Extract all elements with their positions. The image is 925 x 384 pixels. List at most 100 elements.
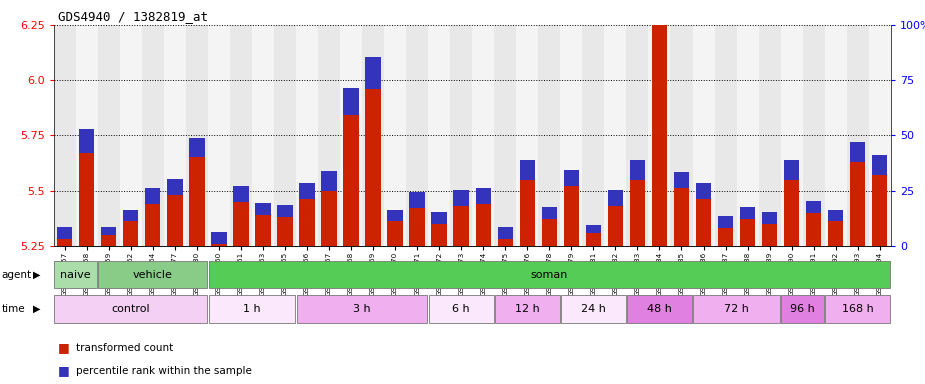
- Text: time: time: [2, 304, 26, 314]
- Text: 168 h: 168 h: [842, 304, 873, 314]
- Text: ■: ■: [58, 341, 70, 354]
- Bar: [57, 227, 72, 239]
- Bar: [498, 239, 513, 246]
- Text: ■: ■: [58, 364, 70, 377]
- Bar: [208, 261, 890, 288]
- Bar: [300, 184, 314, 199]
- Bar: [145, 188, 161, 204]
- Bar: [101, 235, 117, 246]
- Text: transformed count: transformed count: [76, 343, 173, 353]
- Bar: [343, 116, 359, 246]
- Bar: [520, 160, 535, 180]
- Bar: [365, 57, 381, 89]
- Bar: [520, 180, 535, 246]
- Bar: [850, 162, 866, 246]
- Bar: [300, 199, 314, 246]
- Bar: [101, 227, 117, 235]
- Bar: [54, 25, 76, 246]
- Bar: [673, 172, 689, 189]
- Bar: [233, 186, 249, 202]
- Bar: [252, 25, 274, 246]
- Text: 96 h: 96 h: [790, 304, 815, 314]
- Bar: [762, 212, 777, 224]
- Bar: [388, 222, 402, 246]
- Bar: [869, 25, 891, 246]
- Bar: [450, 25, 473, 246]
- Text: ▶: ▶: [33, 304, 41, 314]
- Bar: [453, 206, 469, 246]
- Text: 12 h: 12 h: [515, 304, 539, 314]
- Bar: [255, 203, 271, 215]
- Bar: [123, 210, 139, 222]
- Bar: [652, 25, 667, 246]
- Text: vehicle: vehicle: [133, 270, 173, 280]
- Bar: [782, 295, 824, 323]
- Text: agent: agent: [2, 270, 32, 280]
- Bar: [783, 160, 799, 180]
- Text: GDS4940 / 1382819_at: GDS4940 / 1382819_at: [58, 10, 208, 23]
- Bar: [475, 188, 491, 204]
- Bar: [98, 25, 119, 246]
- Text: 6 h: 6 h: [452, 304, 470, 314]
- Bar: [274, 25, 296, 246]
- Text: percentile rank within the sample: percentile rank within the sample: [76, 366, 252, 376]
- Bar: [119, 25, 142, 246]
- Bar: [55, 295, 207, 323]
- Text: naive: naive: [60, 270, 91, 280]
- Text: soman: soman: [531, 270, 568, 280]
- Bar: [278, 217, 292, 246]
- Text: control: control: [111, 304, 150, 314]
- Bar: [57, 239, 72, 246]
- Bar: [671, 25, 693, 246]
- Bar: [167, 179, 182, 195]
- Bar: [410, 208, 425, 246]
- Bar: [740, 219, 756, 246]
- Bar: [164, 25, 186, 246]
- Bar: [233, 202, 249, 246]
- Bar: [806, 201, 821, 213]
- Bar: [495, 295, 560, 323]
- Bar: [762, 224, 777, 246]
- Bar: [673, 189, 689, 246]
- Bar: [498, 227, 513, 239]
- Bar: [98, 261, 207, 288]
- Bar: [297, 295, 427, 323]
- Bar: [718, 228, 734, 246]
- Bar: [714, 25, 736, 246]
- Bar: [825, 295, 890, 323]
- Bar: [608, 190, 623, 206]
- Bar: [583, 25, 604, 246]
- Bar: [563, 186, 579, 246]
- Bar: [167, 195, 182, 246]
- Bar: [431, 212, 447, 224]
- Bar: [627, 295, 692, 323]
- Text: 3 h: 3 h: [353, 304, 371, 314]
- Bar: [475, 204, 491, 246]
- Bar: [278, 205, 292, 217]
- Bar: [586, 233, 601, 246]
- Bar: [825, 25, 846, 246]
- Bar: [652, 0, 667, 25]
- Bar: [189, 157, 204, 246]
- Bar: [321, 190, 337, 246]
- Bar: [431, 224, 447, 246]
- Bar: [693, 295, 780, 323]
- Bar: [208, 25, 230, 246]
- Bar: [740, 207, 756, 219]
- Bar: [630, 160, 645, 180]
- Bar: [872, 175, 887, 246]
- Bar: [365, 89, 381, 246]
- Bar: [872, 155, 887, 175]
- Text: 72 h: 72 h: [724, 304, 749, 314]
- Bar: [693, 25, 714, 246]
- Bar: [145, 204, 161, 246]
- Bar: [388, 210, 402, 222]
- Bar: [428, 25, 450, 246]
- Bar: [211, 232, 227, 243]
- Bar: [76, 25, 98, 246]
- Bar: [318, 25, 340, 246]
- Bar: [758, 25, 781, 246]
- Bar: [561, 295, 625, 323]
- Bar: [542, 219, 557, 246]
- Bar: [55, 261, 97, 288]
